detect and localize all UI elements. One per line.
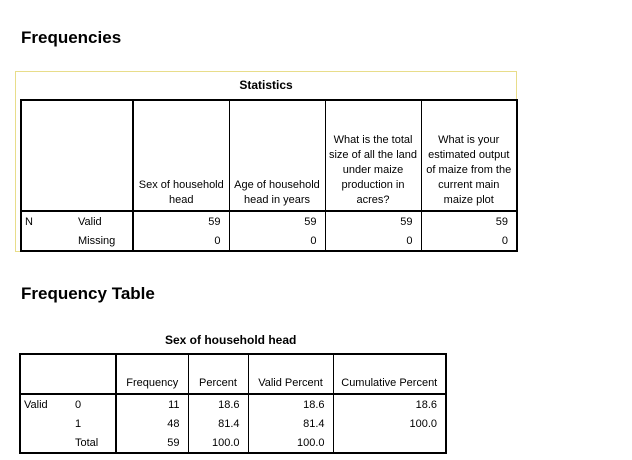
row-label: 0 [75,398,82,411]
column-header: Sex of household head [132,100,229,212]
statistics-title: Statistics [239,78,293,92]
empty-cell [20,433,72,453]
empty-corner [75,100,133,212]
statistics-header-row: Sex of household head Age of household h… [21,100,517,212]
row-label: Valid [78,215,102,228]
table-row: Valid 0 11 18.6 18.6 18.6 [20,394,446,414]
statistics-block[interactable]: Statistics Sex of household head Age of … [15,71,518,252]
column-header: Cumulative Percent [332,354,446,395]
table-row: N Valid 59 59 59 59 [21,211,517,231]
table-row: 1 48 81.4 81.4 100.0 [20,414,446,433]
column-header: Age of household head in years [228,100,325,212]
frequency-header-row: Frequency Percent Valid Percent Cumulati… [20,354,446,395]
cell-value: 0 [132,231,229,251]
cell-value: 59 [115,433,188,453]
frequency-table-title: Sex of household head [165,333,297,347]
cell-value: 0 [324,231,421,251]
row-label: Missing [78,234,116,247]
empty-corner [21,100,75,212]
table-row: Total 59 100.0 100.0 [20,433,446,453]
cell-value: 18.6 [187,394,248,414]
frequencies-heading: Frequencies [21,28,122,47]
cell-value: 18.6 [332,394,446,414]
cell-value: 100.0 [187,433,248,453]
cell-value: 18.6 [247,394,333,414]
empty-corner [72,354,116,395]
row-group-label: Valid [24,398,48,411]
column-header: What is the total size of all the land u… [324,100,421,212]
column-header: Frequency [115,354,188,395]
cell-value: 59 [324,211,421,231]
row-group-label: N [25,215,33,228]
cell-value: 48 [115,414,188,433]
cell-value: 100.0 [332,414,446,433]
cell-value: 11 [115,394,188,414]
cell-value: 59 [132,211,229,231]
empty-cell [20,414,72,433]
cell-value: 0 [228,231,325,251]
cell-value: 100.0 [247,433,333,453]
row-label: Total [75,436,99,449]
column-header: Valid Percent [247,354,333,395]
table-row: Missing 0 0 0 0 [21,231,517,251]
column-header: What is your estimated output of maize f… [420,100,517,212]
cell-value: 81.4 [247,414,333,433]
cell-value: 59 [420,211,517,231]
empty-cell [21,231,75,251]
empty-corner [20,354,72,395]
cell-value: 0 [420,231,517,251]
column-header: Percent [187,354,248,395]
cell-value [332,433,446,453]
frequency-table[interactable]: Frequency Percent Valid Percent Cumulati… [19,353,447,454]
cell-value: 59 [228,211,325,231]
row-label: 1 [75,417,82,430]
statistics-table: Sex of household head Age of household h… [20,99,518,252]
frequency-table-heading: Frequency Table [21,284,155,303]
cell-value: 81.4 [187,414,248,433]
